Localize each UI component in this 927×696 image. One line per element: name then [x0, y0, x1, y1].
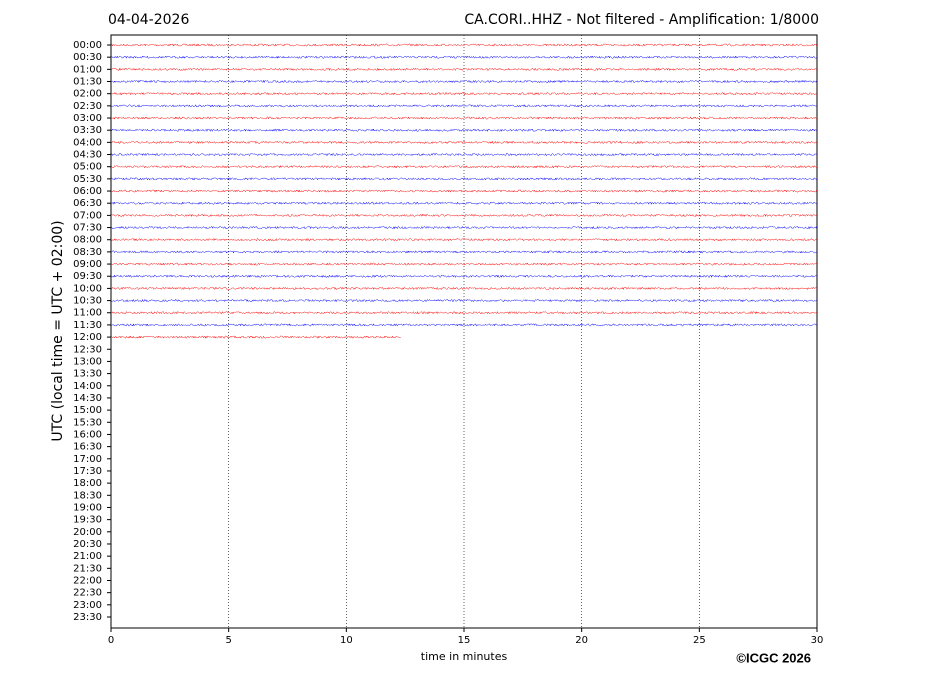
chart-title: CA.CORI..HHZ - Not filtered - Amplificat…	[464, 12, 819, 28]
trace	[110, 128, 818, 133]
y-tick-label: 07:30	[73, 223, 102, 234]
y-tick-label: 16:00	[73, 429, 102, 440]
y-axis-label: UTC (local time = UTC + 02:00)	[50, 220, 66, 441]
x-tick-label: 20	[575, 635, 588, 646]
trace	[110, 286, 818, 291]
y-tick-label: 07:00	[73, 210, 102, 221]
y-tick-label: 20:00	[73, 527, 102, 538]
trace	[110, 225, 818, 230]
y-tick-label: 13:30	[73, 369, 102, 380]
y-tick-label: 18:00	[73, 478, 102, 489]
trace	[110, 250, 818, 254]
y-tick-label: 00:00	[73, 40, 102, 51]
trace	[110, 310, 818, 315]
x-axis-label: time in minutes	[421, 650, 508, 663]
date: 04-04-2026	[108, 12, 189, 28]
y-tick-label: 17:30	[73, 466, 102, 477]
trace	[110, 323, 818, 327]
trace	[110, 55, 818, 59]
y-tick-label: 03:00	[73, 113, 102, 124]
x-tick-label: 0	[108, 635, 114, 646]
trace	[110, 262, 818, 266]
trace	[110, 104, 818, 108]
y-tick-label: 17:00	[73, 454, 102, 465]
y-tick-label: 05:30	[73, 174, 102, 185]
y-tick-label: 00:30	[73, 52, 102, 63]
y-tick-label: 11:30	[73, 320, 102, 331]
y-tick-label: 23:30	[73, 612, 102, 623]
y-tick-label: 16:30	[73, 442, 102, 453]
y-tick-label: 19:00	[73, 502, 102, 513]
y-tick-label: 09:30	[73, 271, 102, 282]
y-tick-label: 02:30	[73, 101, 102, 112]
trace	[110, 298, 818, 303]
x-tick-label: 30	[811, 635, 824, 646]
trace	[110, 335, 401, 339]
y-tick-label: 10:00	[73, 283, 102, 294]
y-tick-label: 15:00	[73, 405, 102, 416]
y-tick-label: 22:00	[73, 575, 102, 586]
y-tick-label: 01:30	[73, 77, 102, 88]
y-tick-label: 15:30	[73, 417, 102, 428]
trace	[110, 201, 818, 206]
y-tick-label: 04:30	[73, 150, 102, 161]
trace	[110, 140, 818, 145]
y-tick-label: 13:00	[73, 356, 102, 367]
trace	[110, 79, 818, 84]
y-tick-label: 02:00	[73, 89, 102, 100]
y-tick-label: 23:00	[73, 600, 102, 611]
trace	[110, 237, 818, 242]
y-tick-label: 14:30	[73, 393, 102, 404]
y-tick-label: 12:30	[73, 344, 102, 355]
y-tick-label: 03:30	[73, 125, 102, 136]
y-tick-label: 04:00	[73, 137, 102, 148]
y-tick-label: 10:30	[73, 296, 102, 307]
y-tick-label: 12:00	[73, 332, 102, 343]
y-tick-label: 21:00	[73, 551, 102, 562]
trace	[110, 152, 818, 157]
trace	[110, 43, 818, 47]
y-tick-label: 20:30	[73, 539, 102, 550]
trace	[110, 67, 818, 72]
y-tick-label: 08:30	[73, 247, 102, 258]
y-tick-label: 21:30	[73, 563, 102, 574]
trace	[110, 116, 818, 120]
y-tick-label: 22:30	[73, 588, 102, 599]
x-tick-label: 25	[693, 635, 706, 646]
y-tick-label: 18:30	[73, 490, 102, 501]
y-tick-label: 01:00	[73, 64, 102, 75]
y-tick-label: 06:30	[73, 198, 102, 209]
y-tick-label: 09:00	[73, 259, 102, 270]
trace	[110, 213, 818, 218]
x-tick-label: 10	[340, 635, 353, 646]
trace	[110, 164, 818, 169]
y-tick-label: 19:30	[73, 515, 102, 526]
y-tick-label: 08:00	[73, 235, 102, 246]
trace	[110, 189, 818, 193]
x-tick-label: 5	[225, 635, 231, 646]
y-tick-label: 05:00	[73, 162, 102, 173]
y-tick-label: 14:00	[73, 381, 102, 392]
trace	[110, 274, 818, 279]
x-tick-label: 15	[458, 635, 471, 646]
trace	[110, 91, 818, 96]
y-tick-label: 06:00	[73, 186, 102, 197]
copyright: ©ICGC 2026	[736, 650, 811, 665]
y-tick-label: 11:00	[73, 308, 102, 319]
trace	[110, 177, 818, 181]
